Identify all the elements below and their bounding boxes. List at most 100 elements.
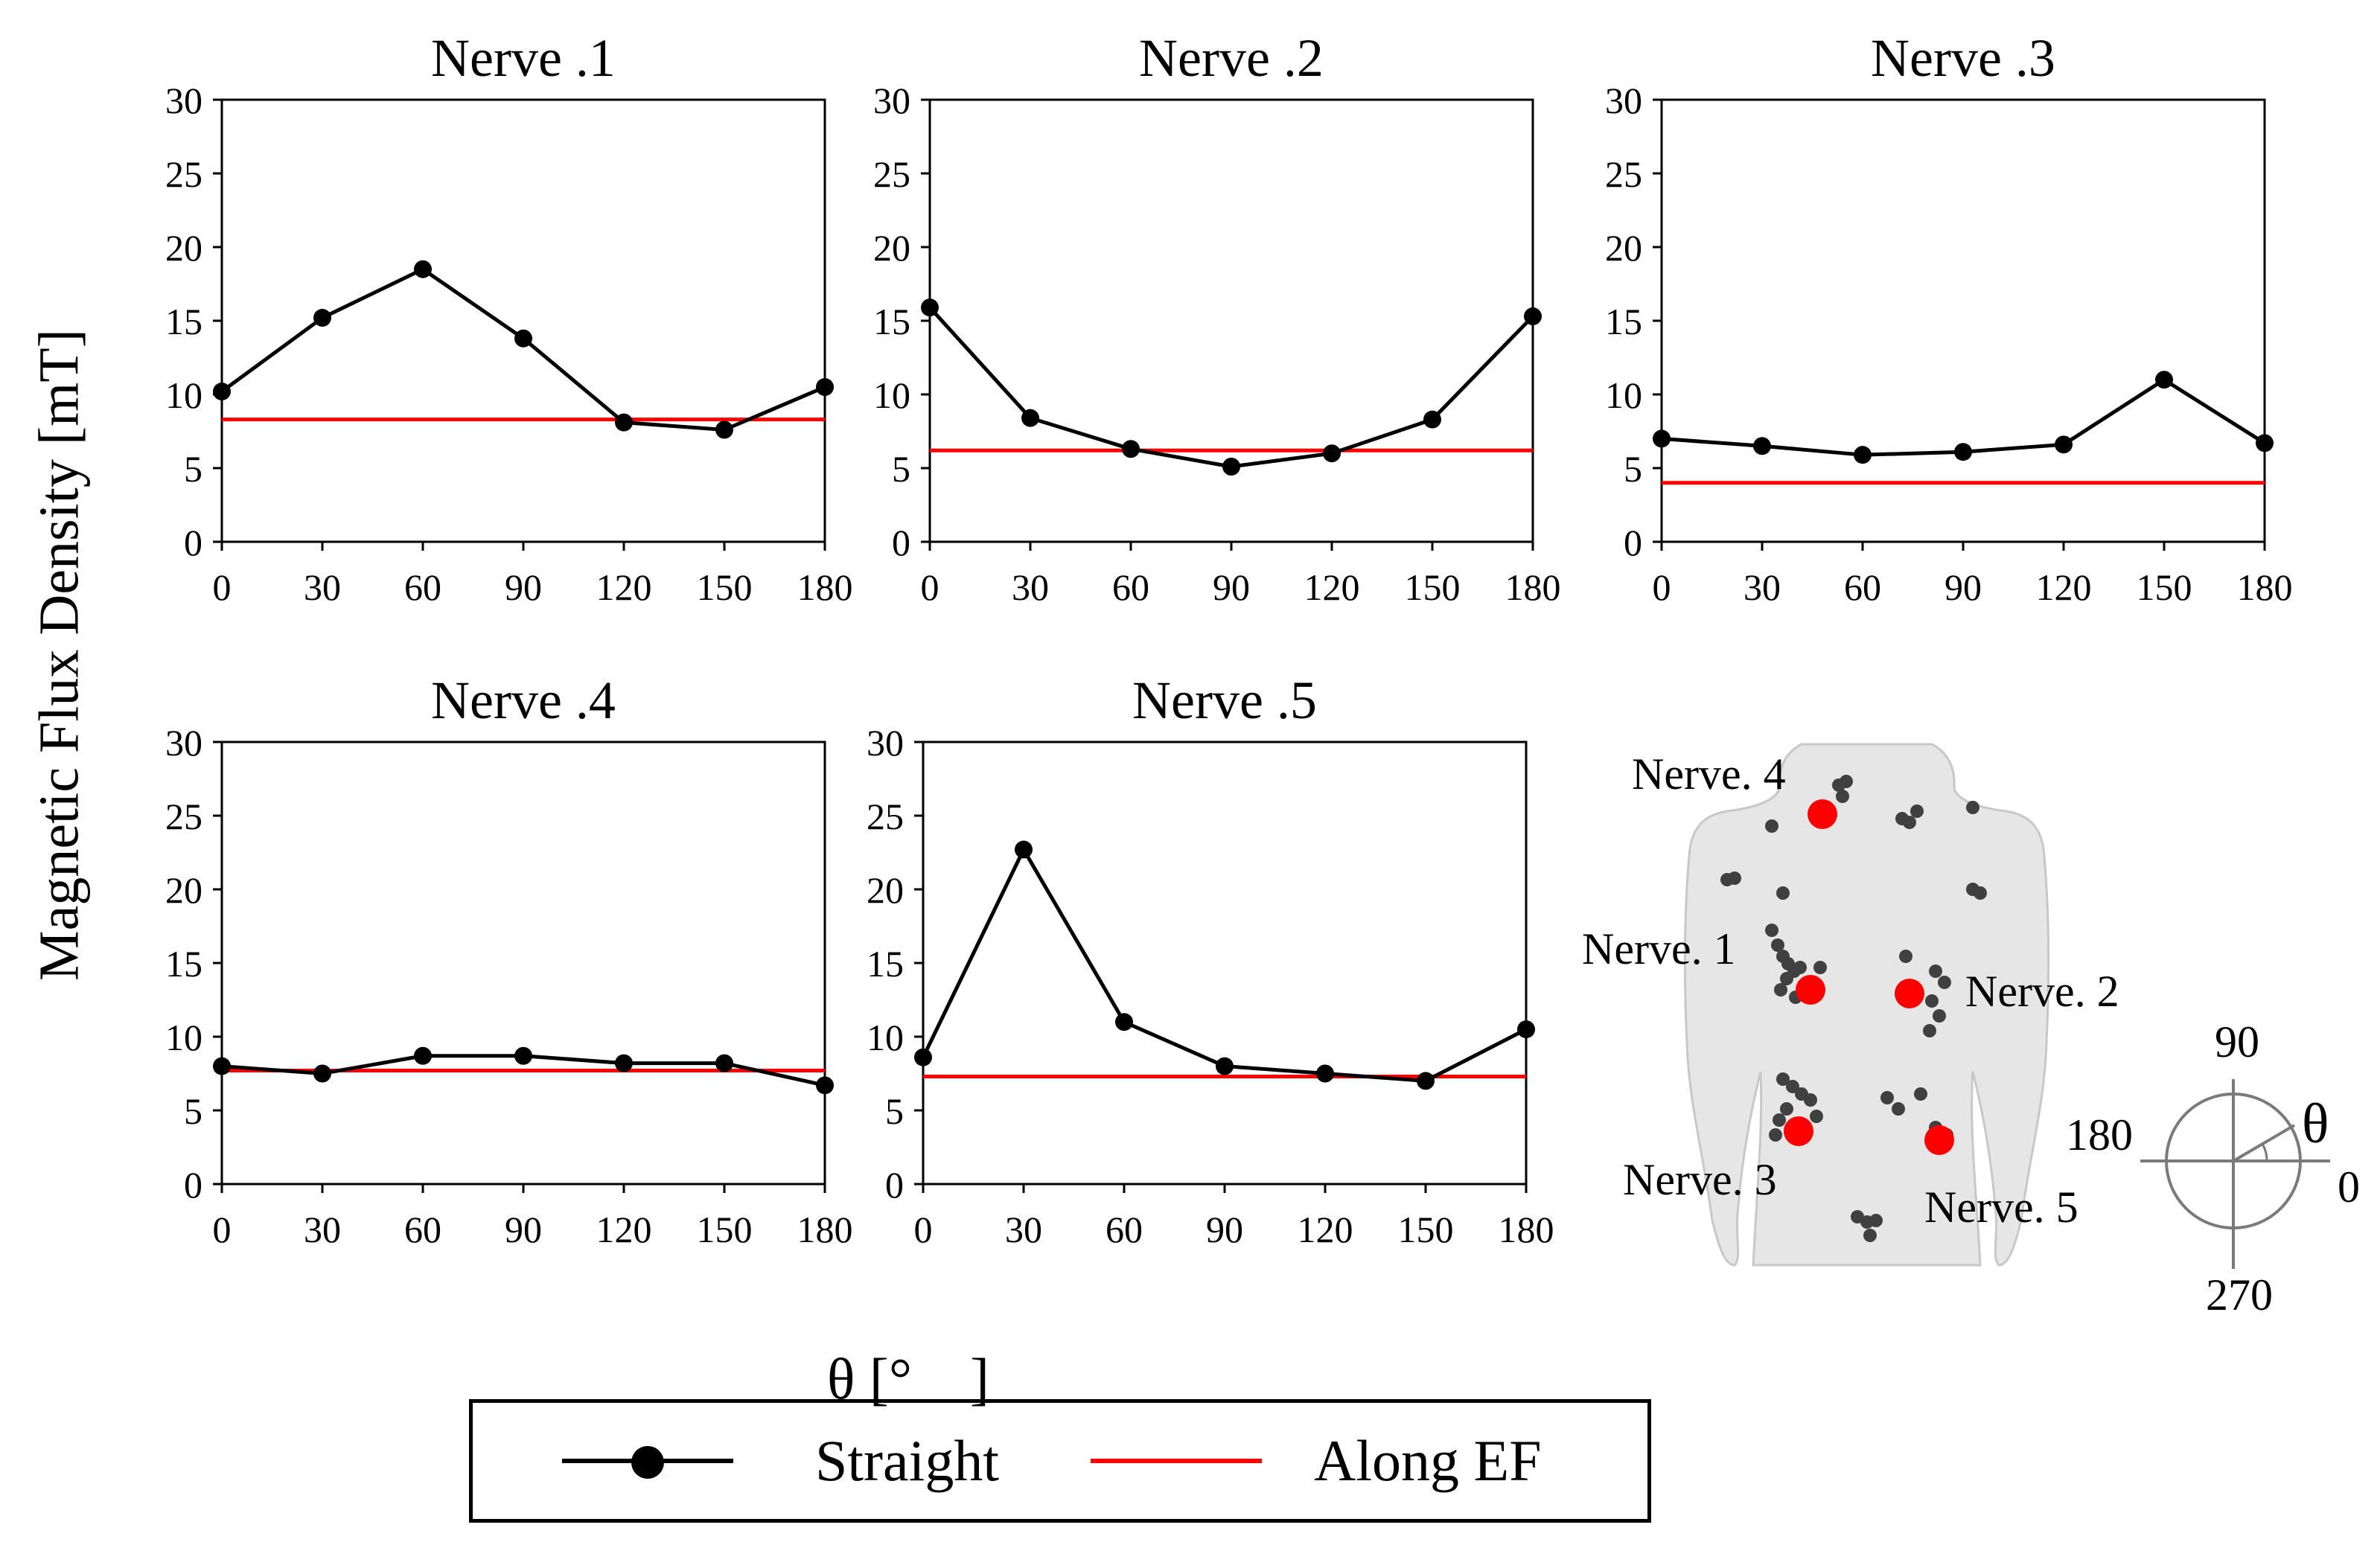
background-point: [1836, 790, 1849, 803]
x-tick-label: 180: [1499, 1209, 1554, 1250]
y-tick-label: 30: [867, 722, 904, 764]
x-tick-label: 90: [1213, 566, 1250, 608]
background-point: [1765, 819, 1778, 833]
series-line-straight: [921, 845, 1528, 1083]
x-tick-label: 0: [213, 566, 232, 608]
angle-label-0: 0: [2338, 1162, 2360, 1212]
background-point: [1903, 816, 1916, 829]
data-point-straight: [2155, 371, 2173, 389]
x-tick-label: 120: [596, 1209, 652, 1250]
chart-title: Nerve .3: [1871, 28, 2055, 88]
y-tick-label: 10: [867, 1017, 904, 1058]
x-tick-label: 180: [797, 566, 853, 608]
plot-frame: [220, 98, 826, 543]
x-tick-label: 180: [2237, 566, 2293, 608]
nerve-3-label: Nerve. 3: [1623, 1155, 1777, 1204]
background-point: [1776, 886, 1790, 900]
chart-title: Nerve .2: [1139, 28, 1324, 88]
body-figure: Nerve. 4 Nerve. 1 Nerve. 2 Nerve. 3 Nerv…: [1582, 743, 2119, 1267]
data-point-straight: [514, 329, 532, 348]
nerve-4-marker: [1808, 799, 1837, 829]
y-tick-label: 25: [867, 796, 904, 837]
nerve-4-label: Nerve. 4: [1632, 749, 1786, 799]
data-point-straight: [414, 260, 432, 278]
y-tick-label: 15: [165, 943, 202, 985]
data-point-straight: [1417, 1072, 1435, 1090]
y-tick-label: 20: [1605, 227, 1642, 269]
background-point: [1914, 1087, 1927, 1101]
data-point-straight: [1323, 444, 1341, 463]
data-point-straight: [1753, 437, 1771, 455]
y-tick-label: 20: [165, 227, 202, 269]
background-point: [1771, 938, 1784, 952]
data-point-straight: [514, 1046, 532, 1065]
y-tick-label: 10: [873, 374, 910, 416]
data-point-straight: [1524, 307, 1542, 326]
nerve-2-label: Nerve. 2: [1965, 967, 2119, 1016]
y-tick-label: 5: [1624, 448, 1642, 490]
legend: Straight Along EF: [469, 1399, 1651, 1523]
x-tick-label: 30: [304, 566, 341, 608]
data-point-straight: [213, 1057, 231, 1075]
data-point-straight: [1015, 840, 1033, 859]
x-tick-label: 150: [2137, 566, 2192, 608]
plot-frame: [922, 740, 1528, 1186]
background-point: [1774, 983, 1787, 997]
background-point: [1880, 1091, 1894, 1104]
y-tick-label: 0: [892, 522, 910, 563]
nerve-5-label: Nerve. 5: [1924, 1183, 2078, 1232]
y-tick-label: 10: [1605, 374, 1642, 416]
background-point: [1773, 1113, 1786, 1127]
background-point: [1892, 1102, 1905, 1116]
y-tick-label: 5: [184, 448, 202, 490]
y-tick-label: 15: [873, 301, 910, 342]
y-tick-label: 10: [165, 374, 202, 416]
data-point-straight: [1122, 440, 1140, 458]
background-point: [1899, 950, 1912, 963]
data-point-straight: [921, 298, 939, 317]
y-tick-label: 20: [165, 869, 202, 911]
background-point: [1769, 1128, 1782, 1142]
background-point: [1810, 1110, 1823, 1123]
x-tick-label: 90: [1944, 566, 1982, 608]
angle-label-180: 180: [2066, 1110, 2133, 1159]
background-point: [1869, 1214, 1883, 1227]
x-tick-label: 90: [1206, 1209, 1243, 1250]
nerve-5-marker: [1924, 1125, 1954, 1155]
x-tick-label: 0: [921, 566, 939, 608]
chart-panel-4: Nerve .4 0 5 10 15 20 25 30 0 30 60 90 120 150 180: [165, 671, 853, 1250]
data-point-straight: [816, 378, 834, 397]
series-line-straight: [928, 306, 1534, 469]
legend-symbol-along-ef: [1091, 1446, 1262, 1476]
background-point: [1923, 1024, 1936, 1037]
chart-panel-5: Nerve .5 0 5 10 15 20 25 30 0 30 60 90 120 150 180: [867, 671, 1554, 1250]
data-point-straight: [1954, 443, 1972, 461]
y-tick-label: 30: [873, 80, 910, 121]
data-point-straight: [816, 1076, 834, 1095]
plot-frame: [220, 740, 826, 1186]
x-tick-label: 60: [404, 1209, 441, 1250]
y-tick-label: 15: [165, 301, 202, 342]
data-point-straight: [1423, 410, 1441, 429]
legend-label-along-ef: Along EF: [1314, 1428, 1542, 1493]
series-line-straight: [220, 266, 826, 432]
y-tick-label: 25: [1605, 153, 1642, 195]
background-points: [1720, 775, 1987, 1242]
y-tick-label: 0: [184, 1164, 202, 1206]
background-point: [1840, 775, 1853, 788]
data-point-straight: [1316, 1064, 1334, 1083]
x-tick-label: 150: [697, 566, 753, 608]
x-tick-label: 90: [505, 566, 542, 608]
x-tick-label: 60: [404, 566, 441, 608]
x-tick-label: 120: [1298, 1209, 1353, 1250]
x-tick-label: 60: [1106, 1209, 1143, 1250]
data-point-straight: [313, 1064, 331, 1083]
background-point: [1910, 805, 1924, 818]
x-tick-label: 150: [1405, 566, 1461, 608]
data-point-straight: [2256, 434, 2274, 452]
x-tick-label: 120: [1304, 566, 1360, 608]
x-tick-label: 90: [505, 1209, 542, 1250]
data-point-straight: [1222, 458, 1240, 476]
chart-panel-3: Nerve .3 0 5 10 15 20 25 30 0 30 60 90 120 150 180: [1605, 28, 2293, 608]
